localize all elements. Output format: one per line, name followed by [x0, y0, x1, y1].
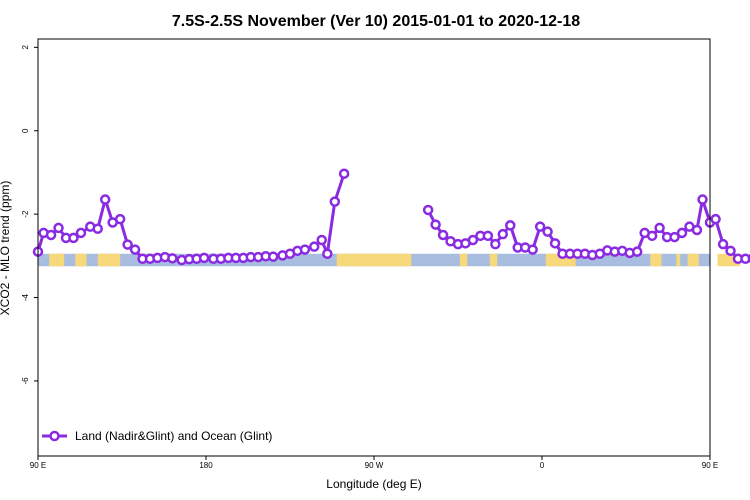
data-point [122, 239, 133, 250]
series-layer [32, 168, 750, 266]
data-point [114, 213, 126, 225]
data-point [338, 168, 350, 179]
data-point [505, 220, 516, 231]
y-tick-label: -4 [21, 293, 30, 301]
y-axis-label: XCO2 - MLO trend (ppm) [0, 181, 12, 316]
legend-label: Land (Nadir&Glint) and Ocean (Glint) [75, 429, 272, 443]
data-point [725, 245, 736, 257]
land-span [489, 253, 498, 267]
data-point [497, 228, 509, 240]
land-span [650, 253, 662, 267]
x-tick-label: 90 E [702, 461, 718, 470]
y-axis: 2 0 -2 -4 -6 [21, 45, 38, 385]
data-point [53, 222, 64, 234]
data-point [267, 251, 279, 262]
data-point [527, 244, 538, 255]
data-point [68, 232, 79, 244]
chart-title: 7.5S-2.5S November (Ver 10) 2015-01-01 t… [172, 13, 580, 30]
data-point [75, 227, 87, 239]
data-point [542, 226, 553, 237]
x-axis: 90 E 180 90 W 0 90 E [30, 456, 718, 470]
data-point [45, 229, 57, 241]
data-point [309, 241, 320, 252]
data-point [92, 223, 103, 234]
data-point [710, 213, 721, 225]
data-point [549, 238, 561, 249]
data-point [676, 227, 688, 239]
land-span [97, 253, 121, 267]
y-tick-label: -6 [21, 377, 30, 385]
data-point [129, 244, 141, 255]
land-span [336, 253, 412, 267]
data-point [430, 219, 441, 230]
data-point [669, 231, 680, 243]
land-span [49, 253, 57, 267]
x-tick-label: 0 [540, 461, 545, 470]
data-point [646, 230, 658, 242]
data-point [167, 253, 178, 264]
land-span [56, 253, 65, 267]
data-point [99, 194, 111, 205]
data-point [198, 252, 210, 264]
land-span [75, 253, 87, 267]
data-point [490, 238, 501, 250]
data-point [322, 248, 333, 260]
data-point [717, 238, 729, 250]
data-point [654, 222, 665, 234]
x-tick-label: 180 [199, 461, 213, 470]
land-span [676, 253, 681, 267]
data-point [691, 224, 703, 236]
y-tick-label: 2 [21, 45, 30, 50]
data-point [299, 244, 311, 255]
data-point [534, 221, 546, 232]
x-axis-label: Longitude (deg E) [326, 477, 421, 491]
data-point [329, 196, 341, 207]
land-span [687, 253, 699, 267]
legend-marker-swatch [49, 430, 60, 442]
data-point [697, 194, 708, 205]
legend: Land (Nadir&Glint) and Ocean (Glint) [42, 429, 272, 443]
data-point [316, 234, 327, 246]
data-point [482, 230, 494, 242]
land-span [459, 253, 468, 267]
x-tick-label: 90 E [30, 461, 46, 470]
data-point [467, 234, 479, 246]
y-tick-label: 0 [21, 128, 30, 133]
y-tick-label: -2 [21, 210, 30, 218]
data-point [631, 246, 643, 257]
x-tick-label: 90 W [365, 461, 384, 470]
data-point [422, 204, 434, 216]
data-point [437, 229, 449, 241]
